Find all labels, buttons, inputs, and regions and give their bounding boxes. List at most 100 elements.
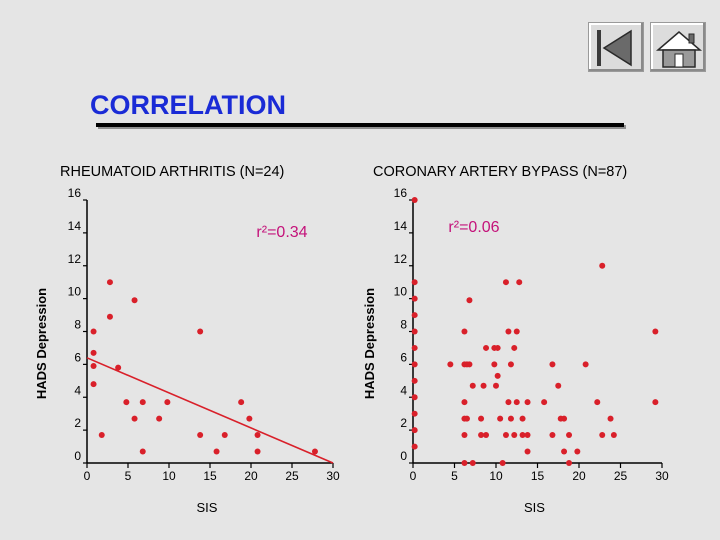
data-point [411,443,418,450]
data-point [574,448,581,455]
data-point [493,382,499,389]
y-tick-label: 14 [394,219,408,233]
data-point [461,432,468,439]
y-tick-label: 2 [400,416,407,430]
chart-title-ra: RHEUMATOID ARTHRITIS (N=24) [60,164,285,180]
data-point [483,432,490,439]
y-tick-label: 0 [400,449,407,463]
x-tick-label: 15 [531,469,545,483]
data-point [566,432,573,439]
data-point [139,399,146,406]
data-point [213,448,220,455]
data-point [246,415,253,422]
y-tick-label: 16 [394,186,408,200]
y-tick-label: 2 [74,416,81,430]
data-point [469,460,476,466]
title-underline [96,123,624,127]
chart-title-cab: CORONARY ARTERY BYPASS (N=87) [373,164,628,180]
data-point [566,460,573,466]
x-tick-label: 0 [84,469,91,483]
data-point [156,415,163,422]
x-tick-label: 5 [451,469,458,483]
data-point [463,415,470,422]
data-point [478,432,485,439]
y-tick-label: 4 [400,383,407,397]
x-tick-label: 20 [244,469,258,483]
data-point [497,415,504,422]
chart-ra: 0 5 10 15 20 25 30 0 2 4 6 8 10 12 14 16 SIS HADS Depress… [34,186,340,515]
data-point [131,297,138,304]
data-point [90,328,97,335]
data-point [494,344,501,351]
data-point [505,399,512,406]
data-point [607,415,614,422]
x-tick-label: 20 [572,469,586,483]
x-tick-label: 10 [162,469,176,483]
data-point [502,432,509,439]
data-point [164,399,171,406]
data-point [513,328,520,335]
x-axis-label: SIS [524,500,545,515]
data-point [411,427,418,434]
page-title: CORRELATION [90,90,286,120]
data-point [197,432,204,439]
home-button[interactable] [650,22,706,72]
data-point [461,328,468,335]
data-point [652,399,659,406]
y-tick-label: 4 [74,383,81,397]
data-point [197,328,204,335]
data-point [221,432,228,439]
data-point [502,279,509,286]
y-tick-label: 10 [68,285,82,299]
data-point [519,415,526,422]
data-point [519,432,526,439]
data-point [411,344,418,351]
data-point [115,364,122,371]
data-point [254,432,261,439]
data-point [411,377,418,384]
regression-line [86,357,334,464]
data-point [139,448,146,455]
data-point [238,399,245,406]
y-axis-label: HADS Depression [362,288,377,399]
y-tick-label: 6 [400,350,407,364]
data-point [466,297,473,304]
x-tick-label: 0 [410,469,417,483]
y-tick-label: 12 [68,252,82,266]
data-point [411,328,418,335]
data-point [511,432,518,439]
data-point [461,460,468,466]
x-axis-label: SIS [197,500,218,515]
data-point [505,328,512,335]
data-point [478,415,485,422]
back-button[interactable] [588,22,644,72]
data-point [90,381,97,388]
y-tick-label: 6 [74,350,81,364]
data-point [90,349,97,356]
data-point [494,372,501,379]
y-tick-label: 10 [394,285,408,299]
data-point [561,448,568,455]
data-point [466,361,473,368]
y-tick-label: 8 [74,318,81,332]
x-tick-label: 10 [489,469,503,483]
data-point [411,197,418,203]
home-icon [655,31,703,68]
data-point [106,313,113,320]
data-point [499,460,506,466]
data-point [524,448,531,455]
data-point [461,399,468,406]
x-tick-label: 30 [326,469,340,483]
data-point [582,361,589,368]
data-point [483,344,490,351]
y-tick-label: 14 [68,219,82,233]
data-point [491,361,498,368]
data-point [106,279,113,286]
data-point [411,410,418,417]
data-point [447,361,454,368]
data-point [507,415,514,422]
data-point [599,262,606,269]
data-point [511,344,518,351]
data-point [549,432,556,439]
